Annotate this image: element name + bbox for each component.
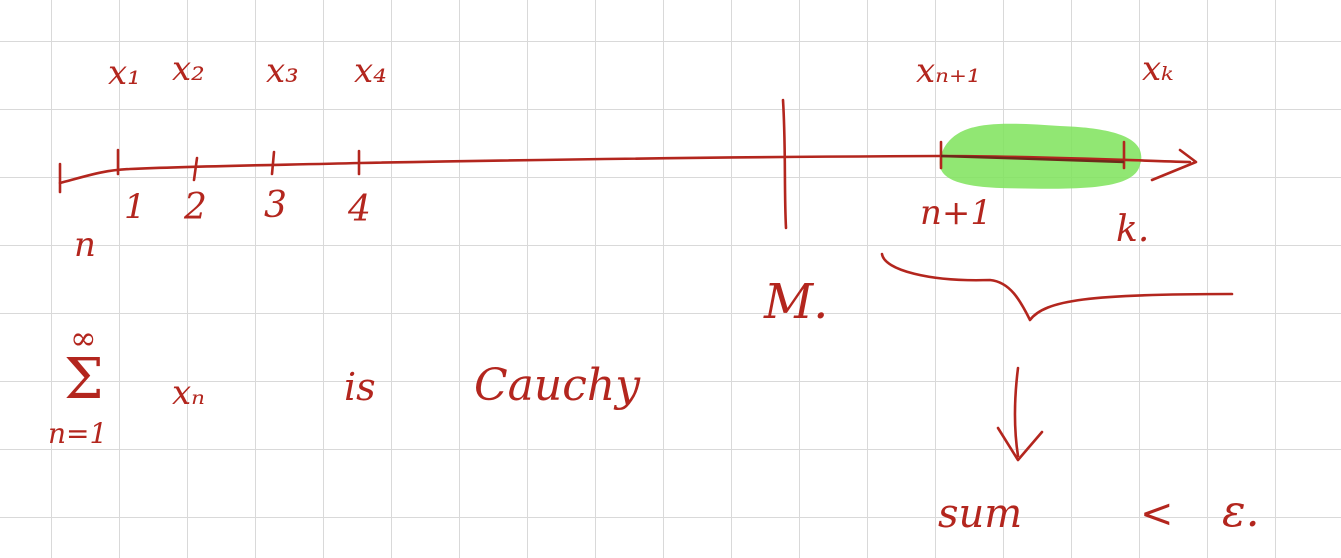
sum-symbol: Σ: [64, 347, 104, 412]
tick-2: [192, 156, 199, 182]
number-line: [58, 154, 1192, 185]
cut-label: M.: [764, 274, 829, 330]
sum-property: Cauchy: [474, 360, 641, 411]
sum-term: xₙ: [172, 373, 205, 413]
label-xk: xₖ: [1142, 49, 1174, 89]
sum-verb: is: [344, 365, 376, 409]
cut-mark: [781, 98, 788, 230]
conclusion-epsilon: ε.: [1222, 486, 1260, 537]
label-x-n-plus-1: xₙ₊₁: [916, 51, 981, 91]
tail-segment: [940, 154, 1125, 164]
down-arrow-head: [996, 426, 1044, 462]
tail-brace: [880, 252, 1234, 322]
index-3: 3: [264, 185, 287, 226]
label-x4: x₄: [354, 51, 387, 91]
sum-lower-limit: n=1: [48, 417, 108, 450]
tick-3: [270, 150, 276, 176]
index-1: 1: [124, 187, 146, 227]
sum-upper-limit: ∞: [70, 319, 97, 357]
arrow-head: [1150, 148, 1198, 182]
index-n-plus-1: n+1: [920, 193, 993, 233]
index-axis-label: n: [74, 225, 96, 265]
index-2: 2: [184, 187, 207, 228]
label-x2: x₂: [172, 49, 205, 89]
label-x1: x₁: [108, 53, 141, 93]
conclusion-word: sum: [938, 491, 1023, 537]
label-x3: x₃: [266, 51, 299, 91]
down-arrow-shaft: [1013, 366, 1020, 458]
index-4: 4: [348, 189, 371, 230]
conclusion-relation: <: [1140, 491, 1174, 537]
index-k: k.: [1116, 209, 1150, 250]
